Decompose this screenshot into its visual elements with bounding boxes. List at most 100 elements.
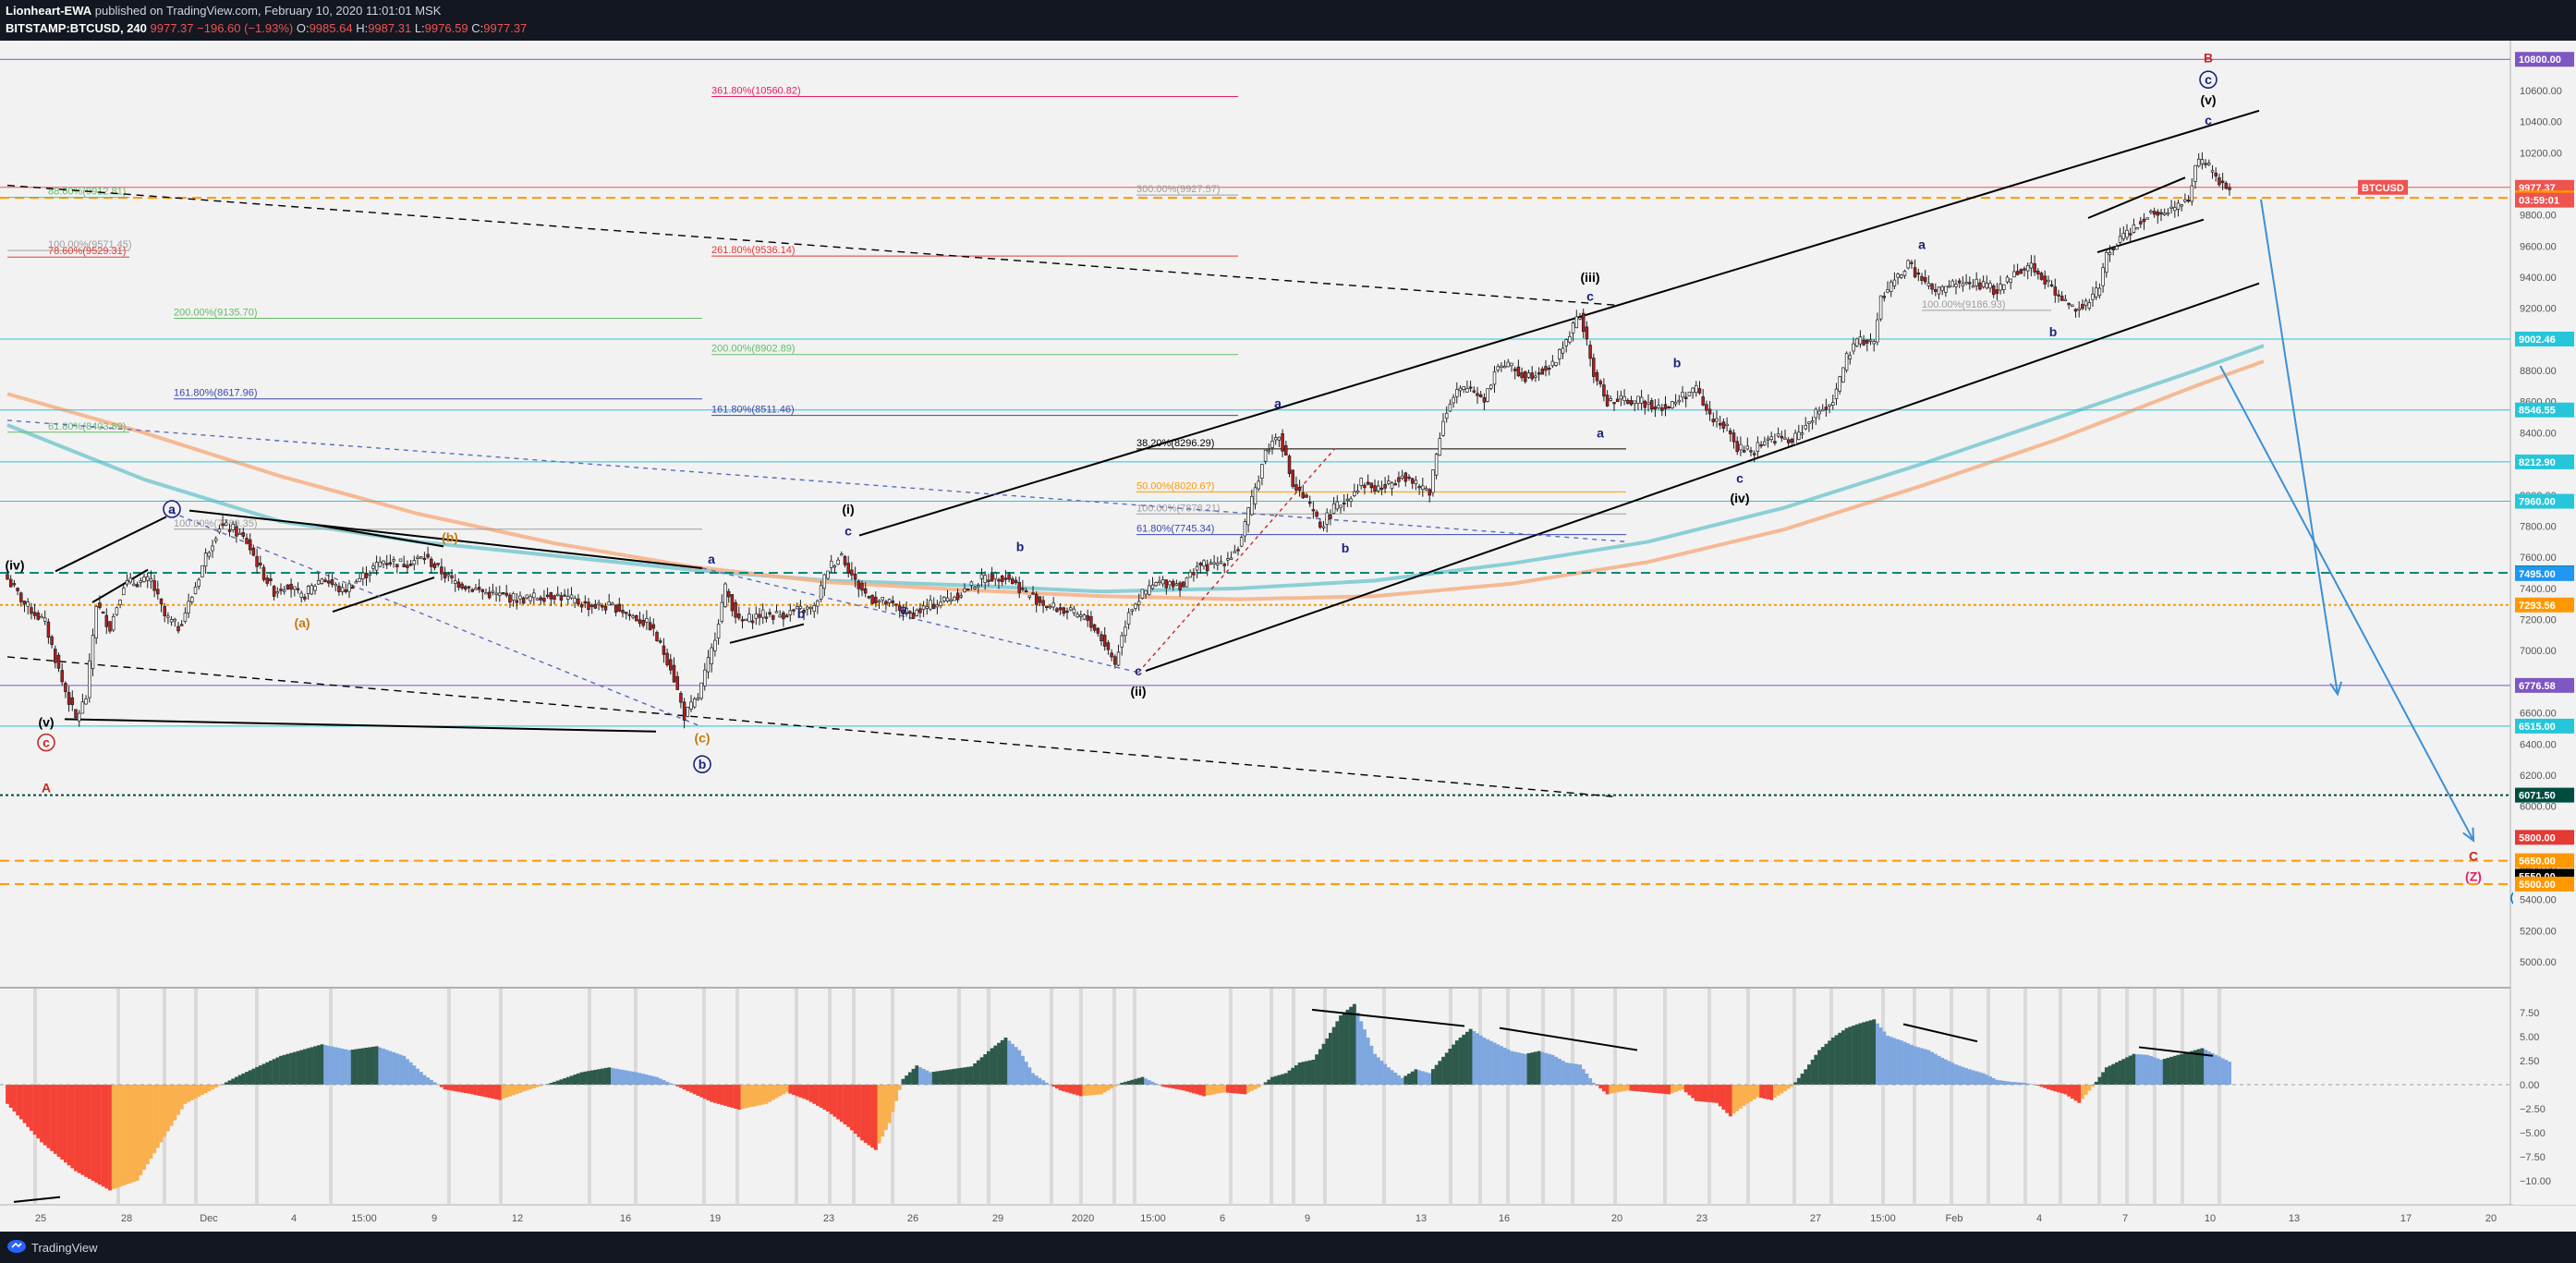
author-name[interactable]: Lionheart-EWA <box>6 4 92 18</box>
oscillator-bar <box>901 1078 905 1085</box>
oscillator-bar <box>2009 1081 2013 1085</box>
chart-canvas[interactable]: 361.80%(10560.82)300.00%(9927.57)261.80%… <box>0 41 2576 1232</box>
tradingview-brand[interactable]: TradingView <box>31 1241 98 1255</box>
oscillator-bar <box>189 1085 194 1100</box>
wave-label: c <box>43 735 50 750</box>
trendline <box>1137 447 1336 674</box>
candle-body <box>149 577 153 582</box>
oscillator-bar <box>529 1085 533 1090</box>
time-tick-label: 4 <box>2036 1213 2042 1224</box>
oscillator-bar <box>1810 1059 1815 1085</box>
candle-body <box>542 598 546 602</box>
candle-body <box>569 594 574 599</box>
oscillator-bar <box>484 1085 488 1098</box>
price-tick-label: 7600.00 <box>2520 553 2557 564</box>
candle-body <box>1800 432 1804 435</box>
candle-body <box>261 566 266 580</box>
oscillator-bar <box>1707 1085 1712 1103</box>
candle-body <box>16 588 19 591</box>
oscillator-bar <box>1441 1056 1445 1085</box>
candle-body <box>1007 574 1011 580</box>
candle-body <box>990 574 994 582</box>
oscillator-bar <box>2186 1051 2191 1085</box>
candle-body <box>1379 487 1384 491</box>
price-level-tag-text: 6071.50 <box>2519 791 2556 802</box>
oscillator-bar <box>822 1085 827 1111</box>
oscillator-bar <box>1000 1039 1004 1085</box>
candle-body <box>1307 502 1312 504</box>
oscillator-bar <box>74 1085 78 1172</box>
oscillator-bar <box>1612 1085 1616 1094</box>
oscillator-bar <box>1852 1026 1855 1085</box>
oscillator-bar <box>248 1070 252 1085</box>
candle-body <box>1687 391 1692 396</box>
time-tick-label: 13 <box>2289 1213 2300 1224</box>
wave-label: (Z) <box>2465 868 2482 883</box>
candle-body <box>316 579 321 585</box>
oscillator-bar <box>337 1048 341 1085</box>
candle-body <box>1763 441 1767 445</box>
oscillator-bar <box>50 1085 55 1151</box>
oscillator-bar <box>364 1047 369 1085</box>
candle-body <box>1462 385 1465 390</box>
oscillator-bar <box>1178 1085 1183 1090</box>
candle-body <box>1697 388 1702 394</box>
oscillator-pane[interactable] <box>0 989 2510 1205</box>
ohlc-close-label: C: <box>471 21 484 35</box>
candle-body <box>1212 562 1216 565</box>
oscillator-bar <box>1273 1075 1278 1085</box>
candle-body <box>918 608 922 613</box>
candle-body <box>863 588 868 594</box>
oscillator-bar <box>2101 1072 2106 1085</box>
wave-label: c <box>1586 288 1594 303</box>
candle-body <box>183 613 188 623</box>
oscillator-bar <box>976 1060 980 1085</box>
oscillator-bar <box>1246 1085 1251 1093</box>
candle-body <box>1571 322 1575 334</box>
oscillator-bar <box>169 1085 174 1126</box>
oscillator-bar <box>1325 1038 1330 1085</box>
candle-body <box>1742 449 1746 453</box>
candle-body <box>1329 514 1332 519</box>
price-level-tag-text: 8546.55 <box>2519 406 2556 417</box>
oscillator-bar <box>1639 1085 1644 1092</box>
candle-body <box>1209 562 1213 565</box>
oscillator-bar <box>2115 1062 2119 1085</box>
candle-body <box>382 560 385 565</box>
price-level-tag <box>2515 718 2574 734</box>
candle-body <box>1373 485 1377 492</box>
oscillator-bar <box>1506 1049 1511 1085</box>
candle-body <box>774 611 779 613</box>
candle-body <box>2152 211 2157 215</box>
candle-body <box>508 594 512 603</box>
candle-body <box>1506 361 1511 368</box>
oscillator-bar <box>384 1050 389 1085</box>
fib-level-label: 200.00%(8902.89) <box>711 344 796 355</box>
oscillator-bar <box>1749 1085 1753 1102</box>
candle-body <box>1134 603 1137 609</box>
price-tick-label: 10200.00 <box>2520 148 2562 159</box>
oscillator-bar <box>1397 1075 1401 1085</box>
oscillator-bar <box>313 1046 317 1085</box>
candle-body <box>672 664 676 683</box>
oscillator-bar <box>6 1085 9 1104</box>
candle-body <box>128 577 132 583</box>
candle-body <box>963 588 966 592</box>
tradingview-logo-icon[interactable] <box>7 1239 26 1254</box>
oscillator-bar <box>1400 1077 1404 1085</box>
period-separator <box>1112 989 1116 1205</box>
candle-body <box>2101 267 2105 286</box>
candle-body <box>282 589 286 592</box>
oscillator-bar <box>1164 1085 1169 1087</box>
candle-body <box>1144 590 1148 595</box>
price-pane[interactable]: 361.80%(10560.82)300.00%(9927.57)261.80%… <box>0 41 2576 1206</box>
oscillator-bar <box>286 1053 290 1085</box>
candle-body <box>1116 651 1121 666</box>
oscillator-bar <box>2159 1059 2163 1085</box>
time-tick-label: 29 <box>992 1213 1003 1224</box>
oscillator-bar <box>1568 1063 1572 1085</box>
oscillator-bar <box>1352 1003 1356 1085</box>
oscillator-bar <box>207 1085 212 1092</box>
candle-body <box>1844 352 1849 371</box>
oscillator-bar <box>1331 1026 1336 1085</box>
